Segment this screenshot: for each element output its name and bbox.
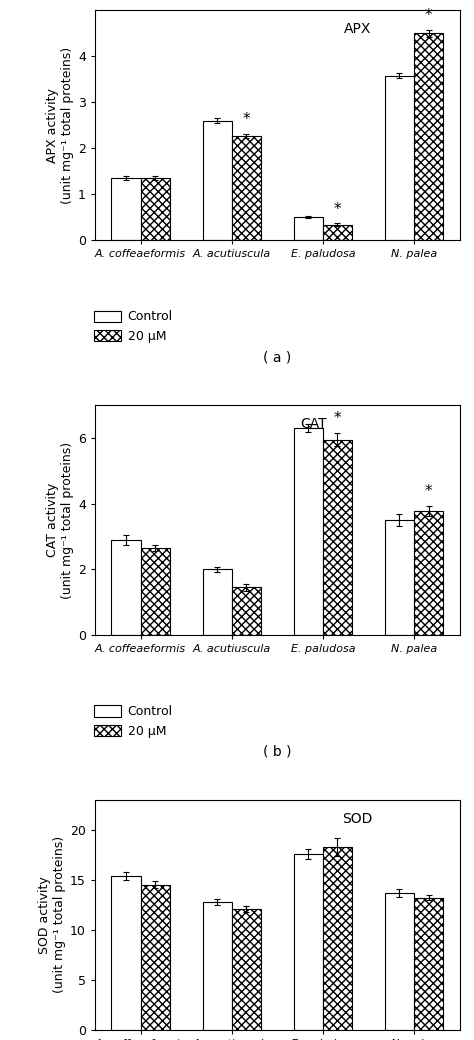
Bar (323, 440, 352, 634)
Bar (385, 76, 414, 240)
Bar (232, 588, 261, 634)
Bar (385, 520, 414, 634)
Text: ( a ): ( a ) (263, 350, 292, 364)
Text: *: * (425, 484, 432, 499)
Text: *: * (425, 8, 432, 23)
Bar (232, 909, 261, 1030)
Legend: Control, 20 μM: Control, 20 μM (94, 311, 173, 343)
Bar (202, 902, 232, 1030)
Bar (385, 893, 414, 1030)
Text: *: * (243, 112, 250, 127)
Bar (323, 225, 352, 240)
Y-axis label: APX activity
(unit mg⁻¹ total proteins): APX activity (unit mg⁻¹ total proteins) (46, 47, 73, 204)
Y-axis label: CAT activity
(unit mg⁻¹ total proteins): CAT activity (unit mg⁻¹ total proteins) (46, 441, 73, 599)
Bar (202, 121, 232, 240)
Bar (111, 876, 141, 1030)
Text: *: * (334, 202, 341, 216)
Bar (141, 885, 170, 1030)
Bar (202, 569, 232, 634)
Legend: Control, 20 μM: Control, 20 μM (94, 705, 173, 737)
Bar (232, 136, 261, 240)
Bar (111, 540, 141, 634)
Bar (414, 511, 443, 634)
Bar (294, 217, 323, 240)
Bar (294, 428, 323, 634)
Y-axis label: SOD activity
(unit mg⁻¹ total proteins): SOD activity (unit mg⁻¹ total proteins) (38, 836, 66, 993)
Text: *: * (334, 411, 341, 426)
Bar (414, 33, 443, 240)
Bar (294, 854, 323, 1030)
Bar (111, 178, 141, 240)
Bar (323, 847, 352, 1030)
Text: SOD: SOD (342, 811, 373, 826)
Text: APX: APX (344, 22, 371, 35)
Text: ( b ): ( b ) (263, 745, 292, 759)
Bar (141, 178, 170, 240)
Text: CAT: CAT (301, 417, 327, 431)
Bar (414, 898, 443, 1030)
Bar (141, 548, 170, 634)
